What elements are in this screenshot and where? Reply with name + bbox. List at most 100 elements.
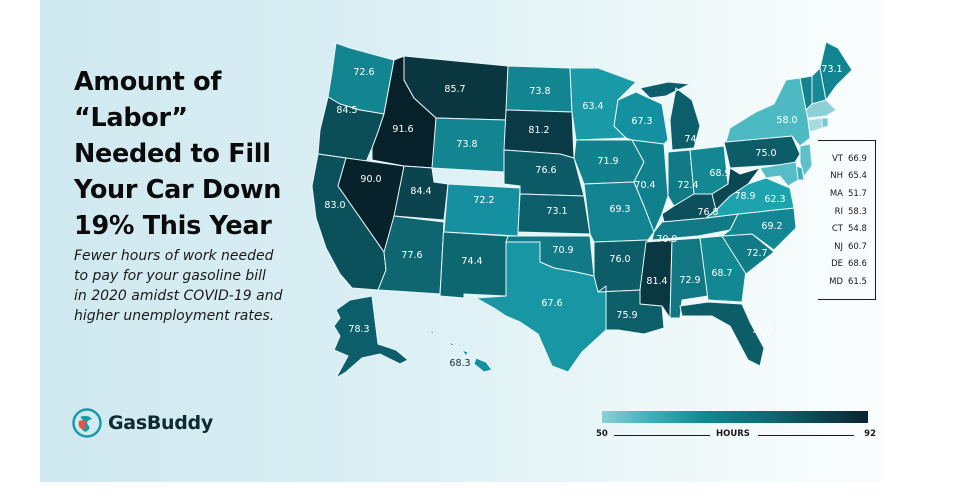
value-SC: 72.7 xyxy=(746,248,767,259)
callout-value: 60.7 xyxy=(848,241,867,252)
brand-name: GasBuddy xyxy=(108,412,213,434)
value-SD: 81.2 xyxy=(528,125,549,136)
state-CT[interactable] xyxy=(807,117,823,133)
scale-unit-label: HOURS xyxy=(716,429,750,439)
value-NE: 76.6 xyxy=(535,165,556,176)
value-AZ: 77.6 xyxy=(401,250,422,261)
value-ID: 91.6 xyxy=(392,124,413,135)
state-NC[interactable] xyxy=(721,207,797,251)
callout-row: VT 66.9 xyxy=(822,150,874,168)
title-line: Needed to Fill xyxy=(74,139,271,169)
callout-state: RI xyxy=(834,206,843,217)
subtitle-line: higher unemployment rates. xyxy=(74,308,275,324)
northeast-callout-box xyxy=(818,140,876,300)
gasbuddy-logo-icon xyxy=(72,408,102,438)
value-IL: 70.4 xyxy=(634,180,655,191)
value-MS: 81.4 xyxy=(646,276,667,287)
value-FL: 75.0 xyxy=(751,325,772,336)
callout-row: RI 58.3 xyxy=(822,203,874,221)
subtitle-line: Fewer hours of work needed xyxy=(74,248,274,264)
state-CO[interactable] xyxy=(443,183,521,237)
value-ME: 73.1 xyxy=(821,64,842,75)
callout-value: 54.8 xyxy=(848,224,867,235)
state-AR[interactable] xyxy=(593,239,649,293)
value-PA: 75.0 xyxy=(755,148,776,159)
subtitle: Fewer hours of work needed to pay for yo… xyxy=(74,246,324,326)
value-GA: 68.7 xyxy=(711,268,732,279)
title-line: Your Car Down xyxy=(74,175,282,205)
state-GA[interactable] xyxy=(699,235,747,303)
scale-min-label: 50 xyxy=(596,429,608,439)
value-MO: 69.3 xyxy=(609,204,630,215)
value-OH: 68.9 xyxy=(709,168,730,179)
color-scale-axis: 50 HOURS 92 xyxy=(596,429,876,443)
value-WY: 73.8 xyxy=(456,139,477,150)
state-MD[interactable] xyxy=(759,161,799,187)
value-WV: 78.9 xyxy=(734,191,755,202)
callout-state: NJ xyxy=(834,241,843,252)
state-NY[interactable] xyxy=(725,77,811,147)
callout-state: MD xyxy=(829,276,843,287)
value-KY: 76.8 xyxy=(697,207,718,218)
color-scale-bar xyxy=(602,411,868,423)
subtitle-line: in 2020 amidst COVID-19 and xyxy=(74,288,283,304)
callout-row: MD 61.5 xyxy=(822,273,874,291)
title-line: 19% This Year xyxy=(74,211,272,241)
state-FL[interactable] xyxy=(679,301,765,367)
value-WI: 67.3 xyxy=(631,116,652,127)
state-MA[interactable] xyxy=(805,99,837,119)
value-AR: 76.0 xyxy=(609,254,630,265)
scale-axis-line xyxy=(758,435,854,436)
state-HI[interactable] xyxy=(429,329,493,373)
callout-value: 65.4 xyxy=(848,171,867,182)
value-IA: 71.9 xyxy=(597,156,618,167)
value-NV: 90.0 xyxy=(360,174,381,185)
callout-row: DE 68.6 xyxy=(822,256,874,274)
callout-row: CT 54.8 xyxy=(822,220,874,238)
value-MT: 85.7 xyxy=(444,84,465,95)
value-NY: 58.0 xyxy=(776,115,797,126)
callout-value: 66.9 xyxy=(848,153,867,164)
state-RI[interactable] xyxy=(821,117,829,129)
value-OK: 70.9 xyxy=(552,245,573,256)
state-AK[interactable] xyxy=(333,295,409,379)
value-MI: 74.7 xyxy=(684,134,705,145)
brand-logo: GasBuddy xyxy=(72,408,213,438)
subtitle-line: to pay for your gasoline bill xyxy=(74,268,266,284)
value-CA: 83.0 xyxy=(324,200,345,211)
state-MI[interactable] xyxy=(639,81,701,151)
value-NC: 69.2 xyxy=(761,221,782,232)
scale-max-label: 92 xyxy=(864,429,876,439)
value-TX: 67.6 xyxy=(541,298,562,309)
value-UT: 84.4 xyxy=(410,186,431,197)
callout-state: CT xyxy=(831,224,843,235)
value-AL: 72.9 xyxy=(679,275,700,286)
page-title: Amount of “Labor” Needed to Fill Your Ca… xyxy=(74,64,314,244)
callout-state: NH xyxy=(830,171,843,182)
callout-value: 61.5 xyxy=(848,276,867,287)
callout-row: MA 51.7 xyxy=(822,185,874,203)
value-AK: 78.3 xyxy=(348,324,369,335)
northeast-callout-list: VT 66.9 NH 65.4 MA 51.7 RI 58.3 CT 54.8 NJ 60.… xyxy=(822,150,874,291)
scale-axis-line xyxy=(614,435,710,436)
value-ND: 73.8 xyxy=(529,86,550,97)
value-OR: 84.5 xyxy=(336,105,357,116)
value-VA: 62.3 xyxy=(764,194,785,205)
value-HI: 68.3 xyxy=(449,358,470,369)
title-line: Amount of xyxy=(74,67,222,97)
callout-value: 58.3 xyxy=(848,206,867,217)
title-line: “Labor” xyxy=(74,103,188,133)
callout-state: VT xyxy=(831,153,843,164)
callout-state: DE xyxy=(831,259,843,270)
value-IN: 72.4 xyxy=(677,180,698,191)
value-KS: 73.1 xyxy=(546,206,567,217)
callout-value: 68.6 xyxy=(848,259,867,270)
state-TX[interactable] xyxy=(475,241,607,373)
callout-row: NH 65.4 xyxy=(822,168,874,186)
value-TN: 70.9 xyxy=(656,234,677,245)
value-LA: 75.9 xyxy=(616,310,637,321)
value-MN: 63.4 xyxy=(582,101,603,112)
callout-value: 51.7 xyxy=(848,188,867,199)
state-NJ[interactable] xyxy=(799,143,813,177)
